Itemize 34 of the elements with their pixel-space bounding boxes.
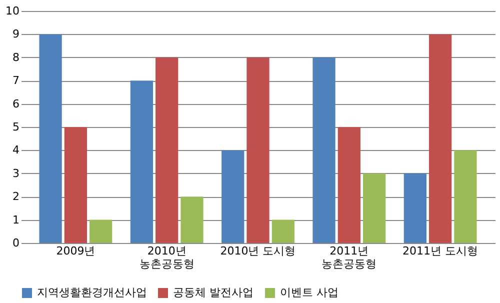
bar (428, 34, 452, 243)
bar (39, 34, 62, 243)
y-tick-label: 0 (12, 236, 20, 250)
legend-label: 지역생활환경개선사업 (37, 286, 147, 299)
bar (338, 127, 360, 243)
bar (312, 57, 336, 243)
y-tick-label: 9 (12, 28, 20, 41)
bar (90, 220, 112, 243)
legend-label: 공동체 발전사업 (173, 286, 254, 299)
x-tick-label: 2011년 농촌공동형 (322, 244, 377, 270)
y-tick-label: 6 (12, 97, 20, 110)
bar (156, 57, 178, 243)
bar (130, 80, 154, 243)
y-tick-label: 1 (12, 213, 20, 226)
y-tick-label: 3 (12, 166, 20, 180)
bar (404, 173, 426, 243)
bar (180, 196, 204, 243)
x-tick-label: 2011년 도시형 (402, 244, 478, 258)
y-tick-label: 2 (12, 190, 20, 204)
y-tick-label: 5 (12, 120, 20, 134)
bar (454, 150, 477, 243)
x-tick-label: 2010년 도시형 (220, 244, 296, 258)
x-tick-label: 2010년 농촌공동형 (139, 244, 194, 270)
x-tick-label: 2009년 (56, 244, 96, 258)
y-tick-label: 4 (12, 144, 20, 157)
bar (362, 173, 386, 243)
bar (272, 220, 294, 243)
bar (246, 57, 270, 243)
bar (222, 150, 244, 243)
y-tick-label: 10 (6, 4, 20, 18)
y-tick-label: 7 (12, 74, 20, 88)
legend-label: 이벤트 사업 (280, 286, 338, 299)
y-tick-label: 8 (12, 50, 20, 64)
bar (64, 127, 88, 243)
